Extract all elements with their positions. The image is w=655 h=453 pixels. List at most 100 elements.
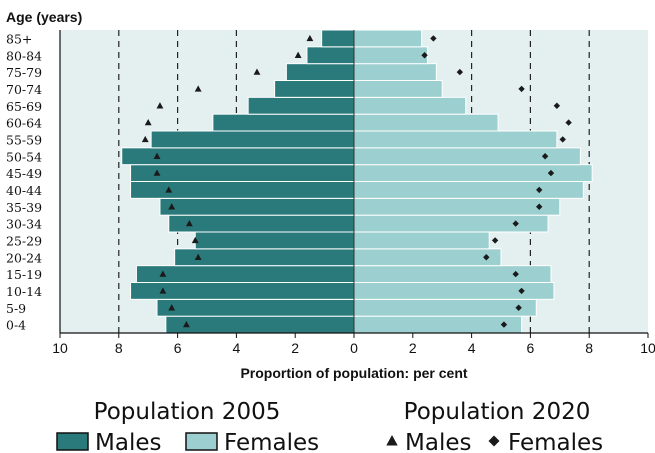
- bar-male-45-49: [130, 164, 355, 183]
- legend-swatch-females-2005: [185, 432, 218, 451]
- marker-male-2020-85+: [306, 34, 314, 42]
- x-tick-label: 8: [115, 340, 123, 356]
- legend-title-2005: Population 2005: [94, 399, 281, 425]
- x-tick-label: 6: [527, 340, 535, 356]
- age-label: 25-29: [6, 233, 42, 248]
- bar-male-15-19: [135, 265, 355, 283]
- age-label: 35-39: [6, 200, 42, 215]
- marker-female-2020-20-24: [483, 254, 490, 261]
- marker-male-2020-20-24: [194, 253, 202, 260]
- legend-label-males-2005: Males: [95, 430, 161, 453]
- age-label: 80-84: [6, 48, 42, 63]
- age-label: 45-49: [6, 166, 42, 181]
- age-label: 0-4: [6, 318, 26, 333]
- marker-female-2020-0-4: [500, 321, 508, 328]
- marker-male-2020-30-34: [185, 219, 193, 227]
- bar-male-0-4: [165, 315, 355, 334]
- x-tick-label: 10: [52, 340, 68, 356]
- marker-male-2020-65-69: [156, 102, 164, 109]
- legend-title-2020: Population 2020: [404, 399, 591, 425]
- bar-male-60-64: [212, 113, 355, 132]
- bar-female-5-9: [353, 298, 537, 317]
- bar-male-85+: [321, 29, 355, 48]
- x-tick-label: 4: [233, 340, 241, 356]
- bar-female-80-84: [353, 46, 428, 65]
- marker-female-2020-55-59: [559, 136, 566, 143]
- bar-male-40-44: [130, 181, 355, 199]
- x-tick-label: 0: [350, 340, 358, 356]
- marker-female-2020-50-54: [541, 153, 549, 160]
- axes: Age (years) 0-4 5-9 10-14 15-19 20-24 25-2930-…: [6, 9, 655, 381]
- age-label: 75-79: [6, 65, 42, 80]
- bar-male-35-39: [159, 197, 355, 216]
- bar-female-65-69: [353, 96, 467, 115]
- x-tick-label: 4: [468, 340, 476, 356]
- x-tick-label: 6: [174, 340, 182, 356]
- bar-female-35-39: [353, 197, 561, 216]
- age-label: 50-54: [6, 149, 42, 164]
- bar-male-55-59: [150, 130, 355, 149]
- marker-male-2020-40-44: [165, 186, 173, 193]
- age-label: 60-64: [6, 116, 42, 131]
- age-label: 10-14: [6, 284, 42, 299]
- age-label: 85+: [6, 31, 32, 46]
- bar-female-45-49: [353, 164, 593, 183]
- marker-female-2020-60-64: [565, 119, 572, 126]
- legend-triangle-males-2020: [386, 435, 398, 446]
- marker-male-2020-70-74: [194, 85, 202, 92]
- marker-female-2020-30-34: [512, 220, 519, 227]
- marker-male-2020-45-49: [153, 169, 161, 176]
- marker-male-2020-55-59: [141, 135, 149, 143]
- bar-female-0-4: [353, 315, 523, 334]
- age-axis-title: Age (years): [6, 9, 82, 25]
- legend: Population 2005 Population 2020 Males Femal…: [56, 399, 603, 453]
- bar-female-60-64: [353, 113, 499, 132]
- bar-male-5-9: [156, 298, 355, 317]
- legend-swatch-males-2005: [56, 432, 89, 451]
- x-tick-label: 2: [409, 340, 417, 356]
- marker-male-2020-5-9: [168, 304, 176, 311]
- plot-area: [60, 29, 648, 334]
- bar-female-75-79: [353, 63, 437, 82]
- bar-male-30-34: [168, 214, 355, 233]
- legend-label-males-2020: Males: [405, 430, 471, 453]
- marker-male-2020-10-14: [159, 287, 167, 294]
- bar-female-15-19: [353, 265, 552, 283]
- bar-female-20-24: [353, 248, 502, 267]
- bar-male-80-84: [306, 46, 355, 65]
- bar-female-55-59: [353, 130, 558, 149]
- marker-female-2020-75-79: [456, 68, 464, 76]
- age-label: 70-74: [6, 82, 42, 97]
- legend-diamond-females-2020: [488, 435, 500, 447]
- age-label: 20-24: [6, 250, 42, 265]
- x-tick-label: 8: [585, 340, 593, 356]
- marker-female-2020-15-19: [512, 270, 519, 278]
- bar-male-20-24: [174, 248, 355, 267]
- age-label: 15-19: [6, 267, 42, 282]
- marker-female-2020-70-74: [518, 85, 525, 93]
- marker-male-2020-35-39: [168, 203, 176, 210]
- bar-female-25-29: [353, 231, 490, 250]
- age-label: 30-34: [6, 217, 42, 232]
- marker-female-2020-65-69: [553, 102, 561, 109]
- bar-female-30-34: [353, 214, 549, 233]
- bar-female-40-44: [353, 181, 584, 199]
- marker-male-2020-80-84: [294, 51, 302, 58]
- bar-female-85+: [353, 29, 423, 48]
- marker-female-2020-45-49: [547, 169, 555, 177]
- marker-female-2020-40-44: [536, 186, 543, 194]
- bar-male-70-74: [274, 80, 355, 98]
- marker-female-2020-25-29: [491, 237, 499, 244]
- bar-male-65-69: [247, 96, 355, 115]
- marker-male-2020-25-29: [191, 236, 199, 244]
- marker-female-2020-5-9: [515, 304, 522, 311]
- marker-female-2020-85+: [430, 35, 437, 42]
- marker-female-2020-10-14: [518, 287, 525, 295]
- age-label: 5-9: [6, 301, 26, 316]
- marker-female-2020-80-84: [421, 52, 428, 59]
- marker-female-2020-35-39: [536, 203, 543, 210]
- bar-male-75-79: [285, 63, 355, 82]
- legend-label-females-2005: Females: [224, 430, 319, 453]
- marker-male-2020-50-54: [153, 152, 161, 159]
